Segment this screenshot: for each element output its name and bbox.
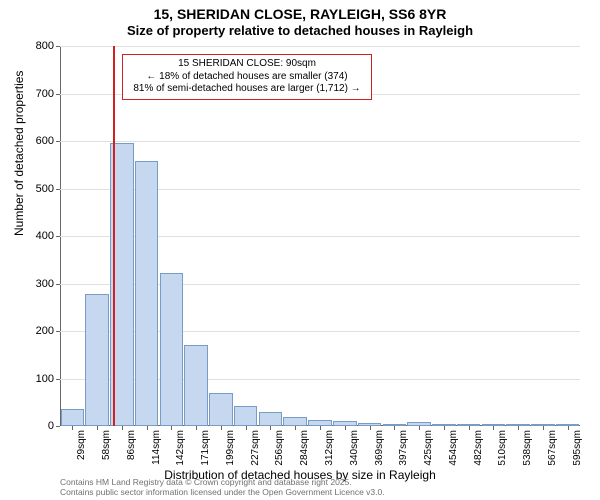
xtick-label: 312sqm: [324, 430, 335, 466]
xtick-mark: [122, 426, 123, 430]
xtick-label: 142sqm: [175, 430, 186, 466]
histogram-bar: [234, 406, 258, 426]
xtick-mark: [370, 426, 371, 430]
xtick-label: 482sqm: [473, 430, 484, 466]
footer-attribution: Contains HM Land Registry data © Crown c…: [60, 478, 385, 498]
ytick-mark: [56, 94, 60, 95]
ytick-mark: [56, 46, 60, 47]
ytick-label: 0: [48, 420, 54, 432]
xtick-mark: [320, 426, 321, 430]
histogram-bar: [85, 294, 109, 426]
annotation-line: ← 18% of detached houses are smaller (37…: [129, 71, 365, 84]
xtick-mark: [270, 426, 271, 430]
xtick-mark: [518, 426, 519, 430]
xtick-label: 199sqm: [225, 430, 236, 466]
ytick-label: 500: [36, 183, 54, 195]
xtick-label: 284sqm: [299, 430, 310, 466]
xtick-mark: [295, 426, 296, 430]
xtick-label: 425sqm: [423, 430, 434, 466]
histogram-bar: [259, 412, 283, 426]
xtick-mark: [345, 426, 346, 430]
y-axis-title: Number of detached properties: [12, 71, 26, 236]
plot-area: 010020030040050060070080029sqm58sqm86sqm…: [60, 46, 580, 426]
footer-line-2: Contains public sector information licen…: [60, 488, 385, 498]
ytick-label: 100: [36, 373, 54, 385]
xtick-label: 29sqm: [76, 430, 87, 460]
xtick-mark: [196, 426, 197, 430]
histogram-bar: [209, 393, 233, 426]
xtick-mark: [171, 426, 172, 430]
xtick-label: 86sqm: [126, 430, 137, 460]
xtick-label: 340sqm: [349, 430, 360, 466]
histogram-bar: [184, 345, 208, 426]
xtick-label: 256sqm: [274, 430, 285, 466]
xtick-mark: [147, 426, 148, 430]
ytick-label: 300: [36, 278, 54, 290]
annotation-box: 15 SHERIDAN CLOSE: 90sqm← 18% of detache…: [122, 54, 372, 100]
histogram-bar: [283, 417, 307, 426]
histogram-bar: [160, 273, 184, 426]
ytick-mark: [56, 379, 60, 380]
xtick-mark: [444, 426, 445, 430]
xtick-mark: [246, 426, 247, 430]
xtick-label: 595sqm: [572, 430, 583, 466]
xtick-label: 114sqm: [151, 430, 162, 465]
xtick-mark: [469, 426, 470, 430]
xtick-mark: [419, 426, 420, 430]
xtick-label: 227sqm: [250, 430, 261, 466]
ytick-label: 400: [36, 230, 54, 242]
grid-line: [60, 46, 580, 47]
xtick-label: 369sqm: [374, 430, 385, 466]
ytick-mark: [56, 426, 60, 427]
ytick-label: 700: [36, 88, 54, 100]
ytick-label: 600: [36, 135, 54, 147]
histogram-bar: [61, 409, 85, 426]
chart-title-main: 15, SHERIDAN CLOSE, RAYLEIGH, SS6 8YR: [0, 6, 600, 23]
xtick-label: 510sqm: [497, 430, 508, 466]
ytick-mark: [56, 141, 60, 142]
xtick-mark: [543, 426, 544, 430]
xtick-mark: [72, 426, 73, 430]
chart-title-sub: Size of property relative to detached ho…: [0, 23, 600, 39]
xtick-label: 171sqm: [200, 430, 211, 466]
ytick-label: 200: [36, 325, 54, 337]
annotation-line: 81% of semi-detached houses are larger (…: [129, 83, 365, 96]
xtick-label: 58sqm: [101, 430, 112, 460]
ytick-mark: [56, 236, 60, 237]
chart-title-block: 15, SHERIDAN CLOSE, RAYLEIGH, SS6 8YR Si…: [0, 0, 600, 38]
xtick-mark: [493, 426, 494, 430]
property-marker-line: [113, 46, 115, 426]
xtick-mark: [97, 426, 98, 430]
histogram-bar: [135, 161, 159, 426]
grid-line: [60, 141, 580, 142]
ytick-mark: [56, 331, 60, 332]
xtick-label: 567sqm: [547, 430, 558, 466]
annotation-line: 15 SHERIDAN CLOSE: 90sqm: [129, 58, 365, 71]
xtick-label: 538sqm: [522, 430, 533, 466]
ytick-label: 800: [36, 40, 54, 52]
xtick-label: 454sqm: [448, 430, 459, 466]
ytick-mark: [56, 284, 60, 285]
xtick-mark: [221, 426, 222, 430]
ytick-mark: [56, 189, 60, 190]
xtick-mark: [394, 426, 395, 430]
xtick-mark: [568, 426, 569, 430]
xtick-label: 397sqm: [398, 430, 409, 466]
